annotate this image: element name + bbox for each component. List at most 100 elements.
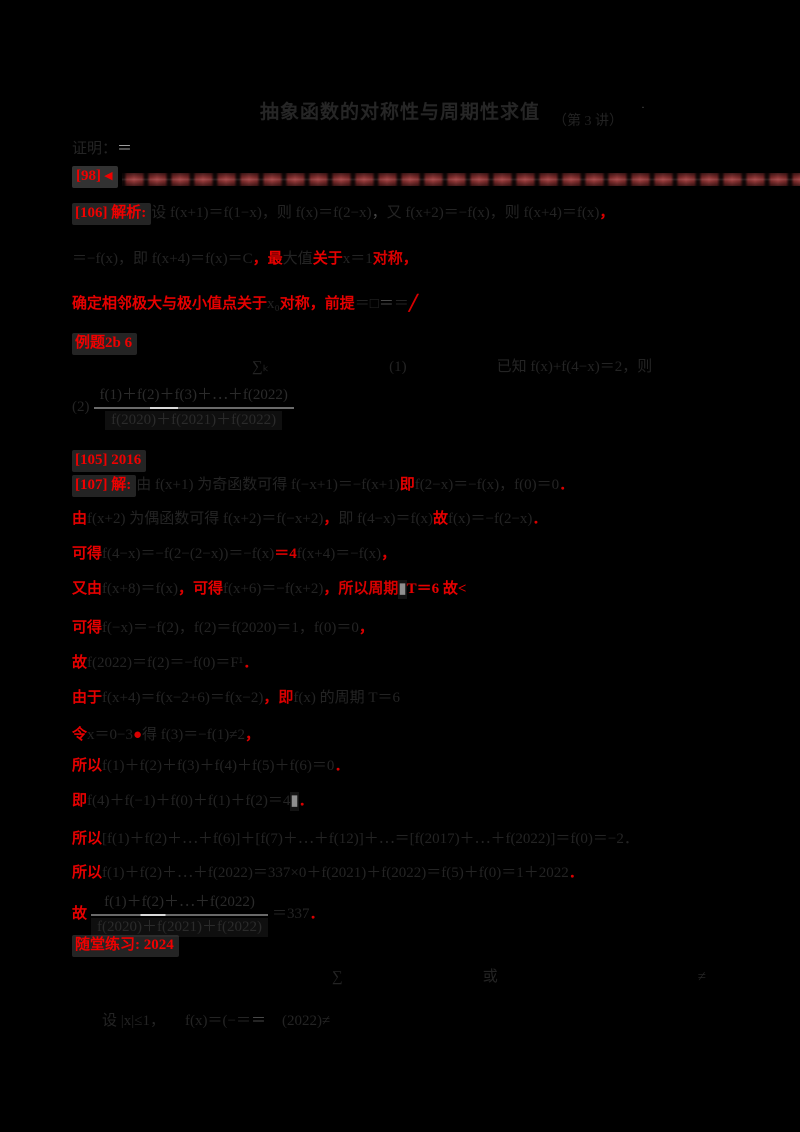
text-segment: ∑ₖ [252,359,270,375]
text-segment: ， [177,581,193,597]
solution-line: 又由 f(x+8)＝f(x)，可得 f(x+6)＝−f(x+2)，所以周期▮T＝… [72,580,466,599]
solution-line: 令 x＝0−3 ● 得 f(3)＝−f(1)≠2， [72,726,260,745]
text-segment: f(x+6)＝−f(x+2) [222,581,324,597]
text-segment: 得 f(3)＝−f(1)≠2 [142,727,245,743]
solution-line: 所以 f(1)＋f(2)＋f(3)＋f(4)＋f(5)＋f(6)＝0． [72,757,349,776]
text-segment: ＝ [250,1013,266,1029]
text-segment: 可得 [192,581,223,597]
text-segment: (2022)≠ [281,1013,331,1029]
text-segment: 即 [72,793,88,809]
text-segment: 关于 [312,251,343,267]
text-segment: f(x+8)＝f(x) [102,581,178,597]
text-segment: f(4−x)＝−f(2−(2−x))＝−f(x) [102,546,275,562]
document-title-side: （第 3 讲） [553,114,623,129]
text-segment: 又由 [72,581,103,597]
step-label: [107] 解: [72,475,137,497]
solution-line: [106] 解析: 设 f(x+1)＝f(1−x)，则 f(x)＝f(2−x) ，… [72,203,614,225]
text-segment: ， [599,205,615,221]
text-segment: ∑ [332,969,343,985]
text-segment: f(x+4)＝f(x−2+6)＝f(x−2) [102,690,264,706]
text-segment: ≠ [697,969,706,985]
text-segment: 可得 [72,546,103,562]
text-segment: 或 [482,969,498,985]
text-segment: ▮ [398,580,407,599]
text-segment: f(−x)＝−f(2)，f(2)＝f(2020)＝1，f(0)＝0 [102,620,359,636]
fraction: f(1)＋f(2)＋⋯＋f(2022) f(2020)＋f(2021)＋f(202… [91,893,268,937]
rule-label: [98] ◂ [72,166,119,188]
text-segment: ＝ [378,296,394,312]
fraction-line: 故 f(1)＋f(2)＋⋯＋f(2022) f(2020)＋f(2021)＋f(20… [72,893,325,937]
red-rule [122,172,800,186]
text-segment: f(4)＋f(−1)＋f(0)＋f(1)＋f(2)＝4 [87,793,291,809]
text-segment: 故 [72,906,88,923]
step-label: [106] 解析: [72,203,152,225]
text-segment: ▮ [290,792,299,811]
text-segment: 由 f(x+1) 为奇函数可得 f(−x+1)＝−f(x+1) [136,477,400,493]
text-segment: ＝□ [354,296,379,312]
text-segment: ， [323,511,339,527]
text-segment: 所以 [72,758,103,774]
text-segment: f(2−x)＝−f(x)，f(0)＝0 [414,477,560,493]
text-segment: 由于 [72,690,103,706]
text-segment: ， [358,620,374,636]
text-segment: ， [381,546,397,562]
text-segment: ╱ [408,296,418,312]
text-segment: 故 [72,655,88,671]
text-segment: 证明： [72,141,118,157]
text-segment: ＝337 [271,906,310,923]
solution-line: 可得 f(4−x)＝−f(2−(2−x))＝−f(x)＝4 f(x+4)＝−f(… [72,545,396,564]
title-superscript-mark: · [641,100,645,114]
text-segment: 故 [433,511,449,527]
solution-line: 故 f(2022)＝f(2)＝−f(0)＝F¹． [72,654,258,673]
text-segment: ＝4 [274,546,297,562]
practice-label: 随堂练习: 2024 [72,935,179,957]
text-segment: f(1)＋f(2)＋⋯＋f(2022)＝337×0＋f(2021)＋f(2022… [102,865,569,881]
solution-line: 由于 f(x+4)＝f(x−2+6)＝f(x−2)，即 f(x) 的周期 T＝6 [72,689,400,708]
text-segment: 大值 [282,251,313,267]
text-segment: 所以 [72,865,103,881]
text-segment: 令 [72,727,88,743]
text-segment: ，所以周期 [323,581,399,597]
solution-line: 确定相邻极大与极小值点关于 x₀ 对称，前提＝□＝＝╱ [72,295,418,314]
text-segment: f(1)＋f(2)＋f(3)＋f(4)＋f(5)＋f(6)＝0 [102,758,335,774]
text-segment: 设 f(x+1)＝f(1−x)，则 f(x)＝f(2−x) [151,205,372,221]
text-segment: ． [559,477,575,493]
text-segment: T＝6 故< [406,581,467,597]
text-segment: 即 f(4−x)＝f(x) [338,511,434,527]
text-segment: 即 [399,477,415,493]
text-segment: ，即 [263,690,294,706]
example-label: 例题2b 6 [72,333,138,355]
text-segment: f(x)＝(−＝ [185,1013,251,1029]
text-segment: x₀ [267,296,280,312]
document-title: 抽象函数的对称性与周期性求值 [259,102,540,123]
text-segment: f(2022)＝f(2)＝−f(0)＝F¹ [87,655,244,671]
fraction: f(1)＋f(2)＋f(3)＋⋯＋f(2022) f(2020)＋f(2021)＋… [93,386,294,430]
text-segment: ． [243,655,259,671]
text-segment: (1) [389,359,407,375]
text-segment: ＝−f(x)，即 f(x+4)＝f(x)＝C [72,251,253,267]
source-label-line: [105] 2016 [72,450,147,472]
text-segment: 最 [267,251,283,267]
source-label: [105] 2016 [72,450,147,472]
sparse-line: ∑ 或 ≠ [72,968,706,987]
text-segment: ． [532,511,548,527]
intro-line: 证明：＝ [72,140,132,159]
solution-line: 可得 f(−x)＝−f(2)，f(2)＝f(2020)＝1，f(0)＝0， [72,619,374,638]
solution-line: 由 f(x+2) 为偶函数可得 f(x+2)＝f(−x+2)，即 f(4−x)＝… [72,510,547,529]
text-segment: (2) [72,399,90,416]
text-segment: 由 [72,511,88,527]
text-segment: f(x+2) 为偶函数可得 f(x+2)＝f(−x+2) [87,511,324,527]
text-segment: ． [298,793,314,809]
text-segment: 对称，前提 [279,296,355,312]
text-segment: ． [568,865,584,881]
text-segment: 已知 f(x)+f(4−x)＝2，则 [496,359,653,375]
text-segment: 又 f(x+2)＝−f(x)，则 f(x+4)＝f(x) [386,205,600,221]
solution-line: 所以 [f(1)＋f(2)＋⋯＋f(6)]＋[f(7)＋⋯＋f(12)]＋⋯＝[… [72,830,639,849]
fraction-line: (2) f(1)＋f(2)＋f(3)＋⋯＋f(2022) f(2020)＋f(202… [72,386,298,430]
text-segment: ＝ [117,141,133,157]
text-segment: ， [244,727,260,743]
solution-line: 即 f(4)＋f(−1)＋f(0)＋f(1)＋f(2)＝4▮． [72,792,314,811]
problem-line: 设 |x|≤1， f(x)＝(−＝＝ (2022)≠ [72,1012,330,1031]
text-segment: [f(1)＋f(2)＋⋯＋f(6)]＋[f(7)＋⋯＋f(12)]＋⋯＝[f(2… [102,831,639,847]
